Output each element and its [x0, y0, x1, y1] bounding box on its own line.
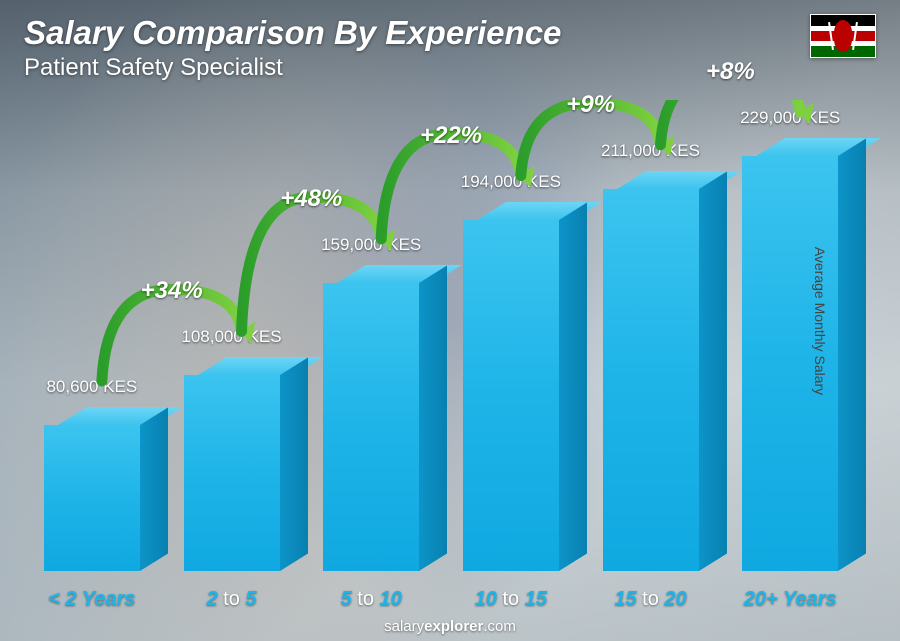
page-subtitle: Patient Safety Specialist	[24, 54, 561, 82]
source-attribution: salaryexplorer.com	[0, 618, 900, 635]
x-axis-label: < 2 Years	[22, 588, 162, 611]
source-suffix: .com	[483, 618, 516, 635]
increase-pct-label: +9%	[566, 91, 615, 119]
source-prefix: salary	[384, 618, 424, 635]
increase-pct-label: +34%	[141, 277, 203, 305]
y-axis-label: Average Monthly Salary	[812, 246, 828, 394]
x-axis-label: 10 to 15	[441, 588, 581, 611]
chart-area: 80,600 KES108,000 KES159,000 KES194,000 …	[22, 100, 860, 571]
page-title: Salary Comparison By Experience	[24, 14, 561, 52]
x-axis-label: 20+ Years	[720, 588, 860, 611]
x-axis-label: 15 to 20	[581, 588, 721, 611]
pct-labels-container: +34%+48%+22%+9%+8%	[22, 100, 860, 571]
x-axis: < 2 Years2 to 55 to 1010 to 1515 to 2020…	[22, 588, 860, 611]
x-axis-label: 2 to 5	[162, 588, 302, 611]
title-block: Salary Comparison By Experience Patient …	[24, 14, 561, 82]
source-bold: explorer	[424, 618, 483, 635]
increase-pct-label: +48%	[280, 185, 342, 213]
x-axis-label: 5 to 10	[301, 588, 441, 611]
increase-pct-label: +8%	[706, 58, 755, 86]
increase-pct-label: +22%	[420, 122, 482, 150]
kenya-flag-icon	[810, 14, 876, 58]
